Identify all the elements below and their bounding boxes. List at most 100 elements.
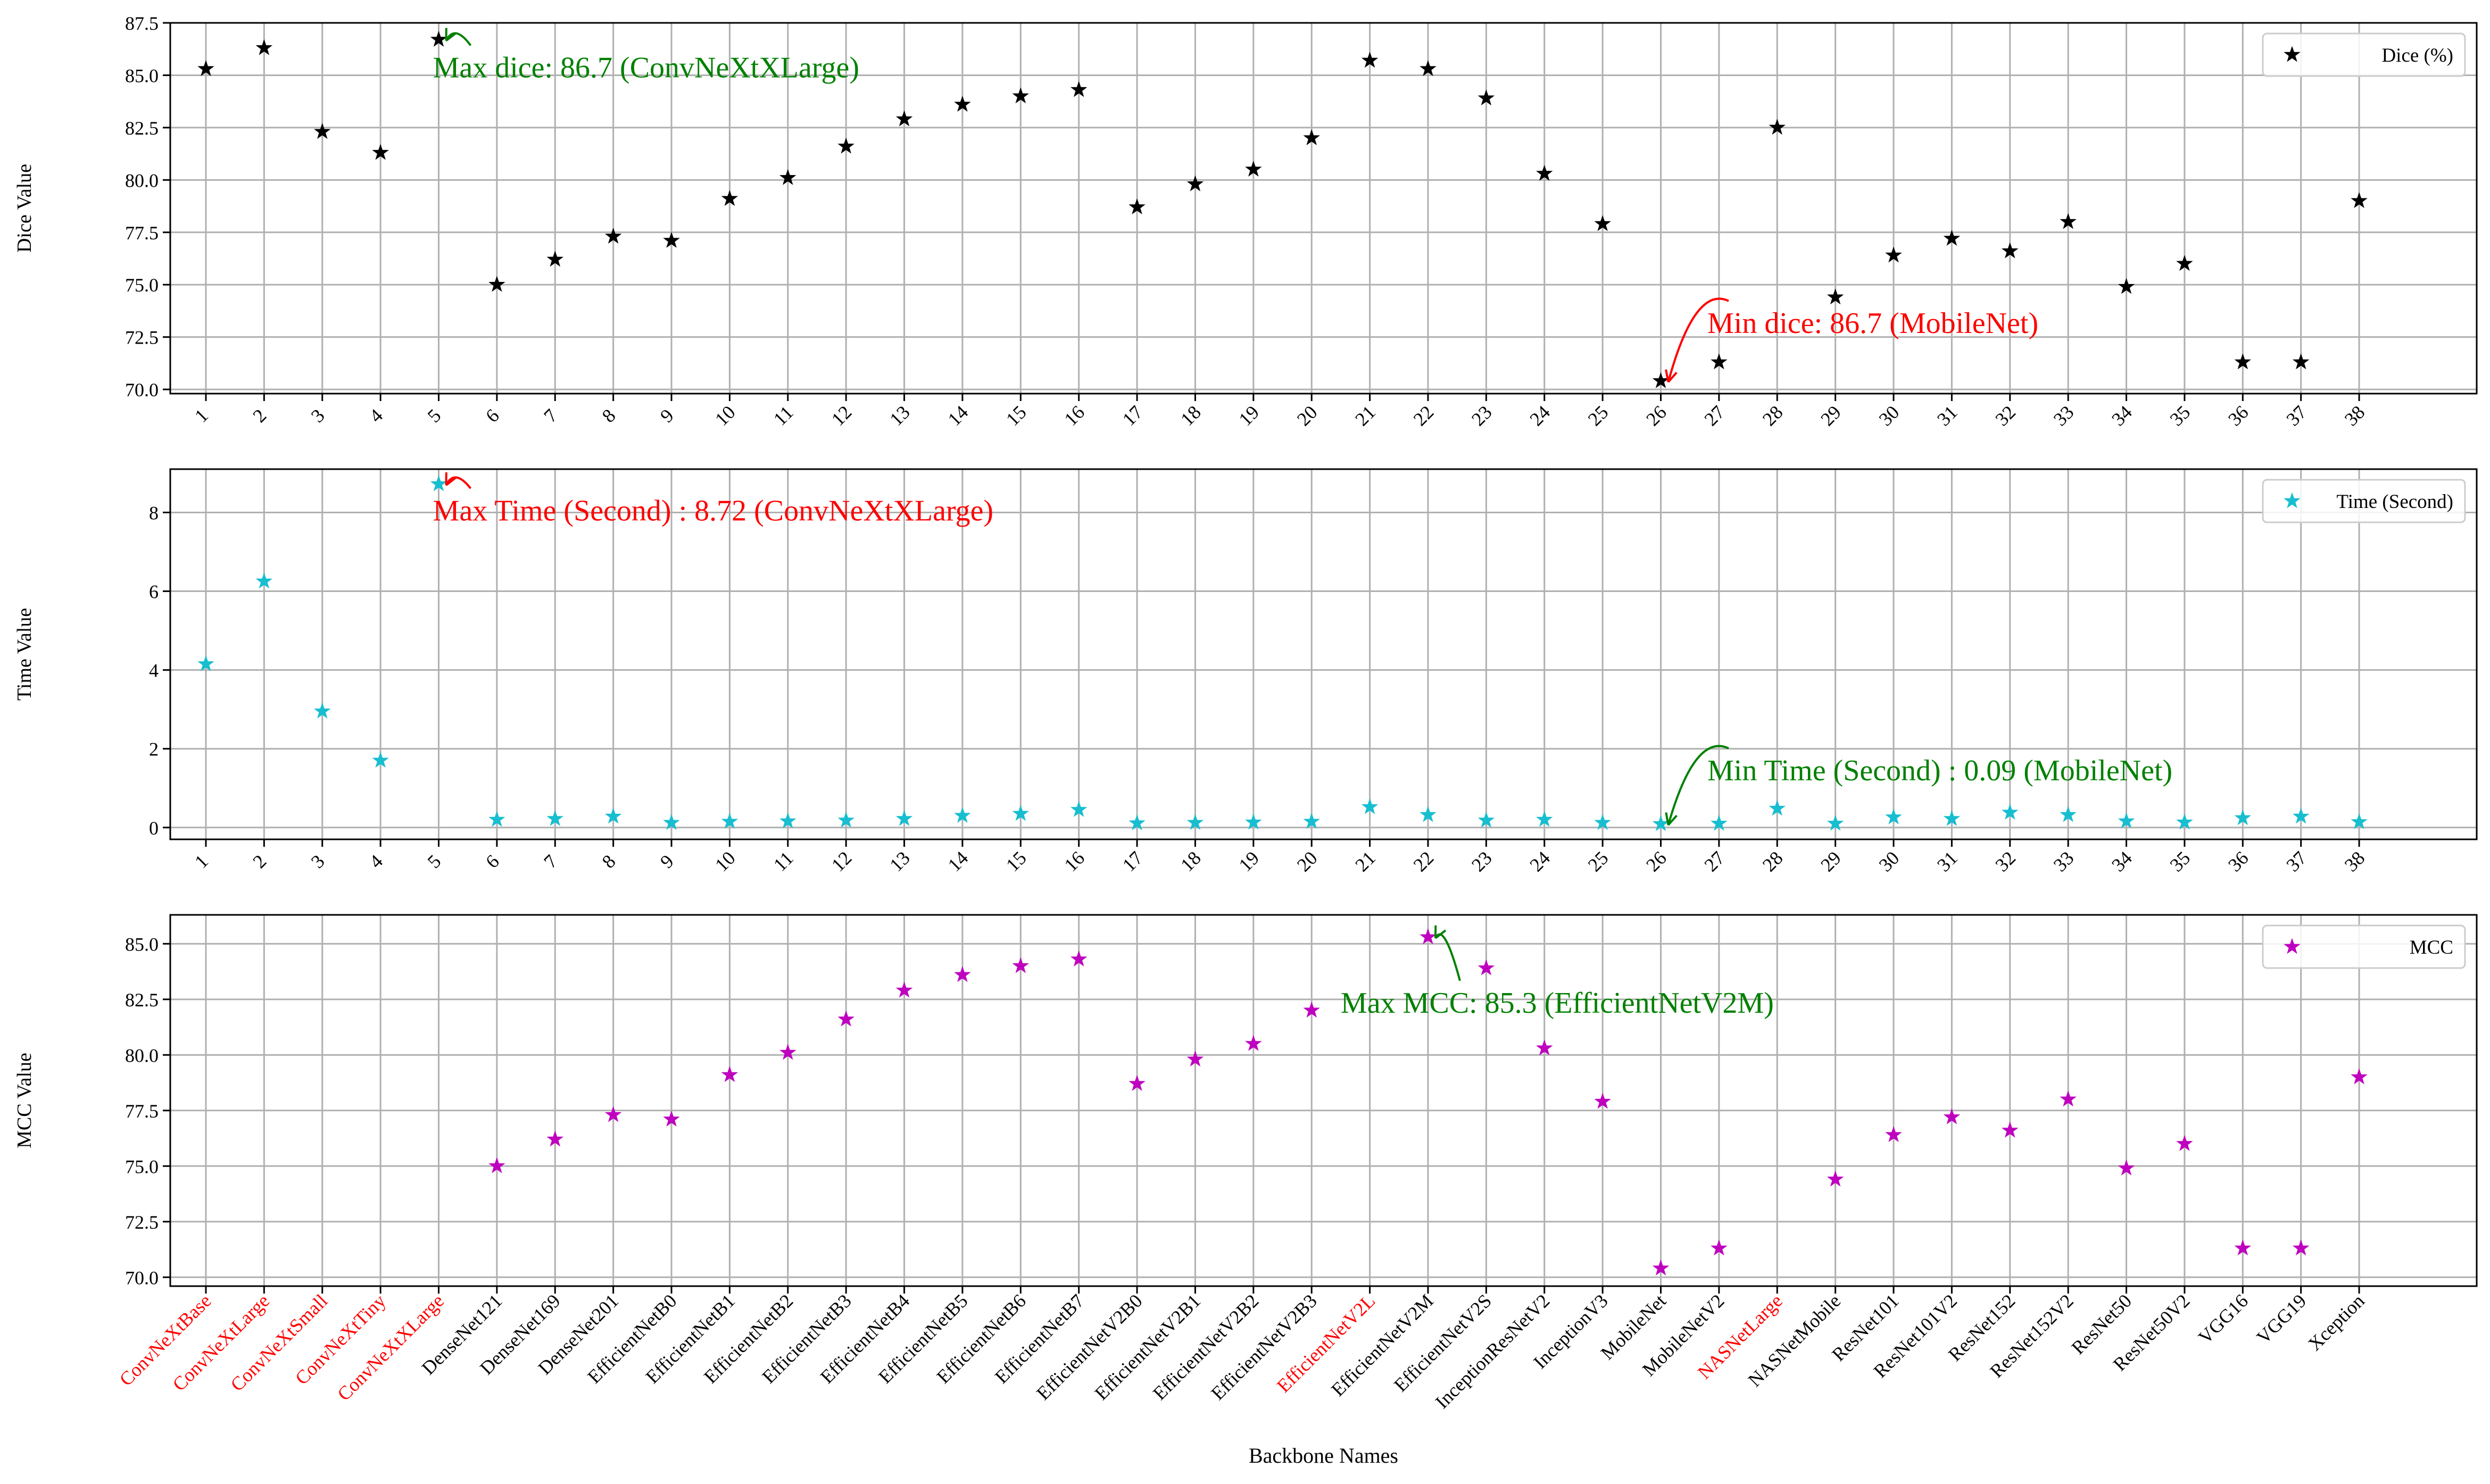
data-point xyxy=(1128,1075,1146,1091)
y-tick-label: 72.5 xyxy=(125,327,159,348)
data-point xyxy=(1943,1108,1961,1124)
data-point xyxy=(314,123,331,139)
data-point xyxy=(1186,814,1204,830)
annotation: Max dice: 86.7 (ConvNeXtXLarge) xyxy=(433,28,859,84)
data-point xyxy=(2002,242,2019,259)
legend-marker xyxy=(2284,492,2301,508)
data-point xyxy=(546,1130,563,1147)
annotation-text: Max dice: 86.7 (ConvNeXtXLarge) xyxy=(433,51,859,84)
data-point xyxy=(663,814,680,830)
data-point xyxy=(488,811,505,827)
data-point xyxy=(1594,215,1611,231)
legend-box xyxy=(2262,32,2466,77)
data-point xyxy=(2002,1121,2019,1138)
legend: Time (Second) xyxy=(2262,479,2466,523)
data-point xyxy=(2118,812,2135,829)
data-point xyxy=(1652,815,1670,831)
annotation: Min dice: 86.7 (MobileNet) xyxy=(1665,297,2038,383)
data-point xyxy=(1070,81,1088,97)
data-point xyxy=(1420,806,1437,822)
data-point xyxy=(1245,161,1262,177)
data-point xyxy=(1827,288,1844,305)
data-point xyxy=(2002,804,2019,820)
data-point xyxy=(430,30,447,47)
data-point xyxy=(837,137,854,154)
annotation-arrowhead xyxy=(445,28,457,42)
y-tick-label: 8 xyxy=(149,502,159,523)
data-point xyxy=(1361,52,1379,68)
data-point xyxy=(1070,801,1088,817)
x-axis-label: Backbone Names xyxy=(1249,1444,1398,1468)
y-tick-label: 4 xyxy=(149,660,159,681)
y-tick-label: 85.0 xyxy=(125,65,159,86)
annotation-text: Max Time (Second) : 8.72 (ConvNeXtXLarge… xyxy=(433,494,994,527)
data-point xyxy=(1711,814,1728,831)
data-point xyxy=(954,96,971,112)
data-point xyxy=(2351,192,2368,209)
annotation-text: Max MCC: 85.3 (EfficientNetV2M) xyxy=(1341,987,1774,1020)
data-point xyxy=(2118,1159,2135,1175)
data-point xyxy=(2060,806,2077,822)
data-point xyxy=(2234,809,2252,826)
data-point xyxy=(2292,353,2310,370)
data-point xyxy=(1885,808,1902,824)
annotation-arrowhead xyxy=(1665,812,1678,826)
y-tick-label: 82.5 xyxy=(125,989,159,1011)
legend: Dice (%) xyxy=(2262,32,2466,77)
data-point xyxy=(1303,1002,1320,1018)
data-point xyxy=(604,228,622,244)
y-tick-label: 70.0 xyxy=(125,1267,159,1288)
data-point xyxy=(1128,198,1146,214)
data-point xyxy=(2176,255,2193,271)
data-point xyxy=(197,655,214,671)
data-point xyxy=(1420,60,1437,77)
data-point xyxy=(2118,278,2135,294)
data-point xyxy=(2292,807,2310,824)
data-point xyxy=(430,475,447,491)
axes-frame xyxy=(169,468,2478,840)
data-point xyxy=(663,232,680,248)
y-tick-label: 80.0 xyxy=(125,1045,159,1066)
y-axis-label: Time Value xyxy=(13,608,36,701)
data-point xyxy=(2060,1090,2077,1107)
data-point xyxy=(1769,799,1786,816)
annotation-arrow xyxy=(1667,297,1729,382)
annotation-arrowhead xyxy=(1665,369,1678,383)
data-point xyxy=(779,169,796,185)
data-point xyxy=(837,811,854,828)
data-point xyxy=(197,60,214,77)
legend-marker xyxy=(2284,938,2301,954)
data-point xyxy=(488,276,505,292)
data-point xyxy=(779,1044,796,1060)
y-tick-label: 82.5 xyxy=(125,118,159,139)
data-point xyxy=(1536,811,1553,827)
data-point xyxy=(1711,1239,1728,1256)
data-point xyxy=(895,981,913,998)
data-point xyxy=(2351,1068,2368,1085)
data-point xyxy=(372,752,389,768)
data-point xyxy=(1245,1035,1262,1051)
y-axis-label: MCC Value xyxy=(13,1053,36,1148)
data-point xyxy=(1070,951,1088,966)
data-point xyxy=(604,1106,622,1122)
data-point xyxy=(954,807,971,823)
annotation-arrow xyxy=(1667,745,1729,826)
legend-label: Dice (%) xyxy=(2381,45,2453,66)
data-point xyxy=(954,966,971,982)
annotation-text: Min Time (Second) : 0.09 (MobileNet) xyxy=(1707,754,2172,787)
data-point xyxy=(1594,814,1611,830)
y-tick-label: 6 xyxy=(149,581,159,603)
y-tick-label: 72.5 xyxy=(125,1212,159,1233)
data-point xyxy=(546,810,563,826)
data-point xyxy=(1012,957,1030,973)
data-point xyxy=(1885,246,1902,263)
y-tick-label: 70.0 xyxy=(125,379,159,401)
data-point xyxy=(1943,810,1961,826)
data-point xyxy=(314,702,331,719)
axes-frame xyxy=(169,914,2478,1287)
annotation-arrow xyxy=(445,476,472,489)
data-point xyxy=(1536,165,1553,181)
data-point xyxy=(1594,1093,1611,1109)
y-tick-label: 75.0 xyxy=(125,1156,159,1177)
